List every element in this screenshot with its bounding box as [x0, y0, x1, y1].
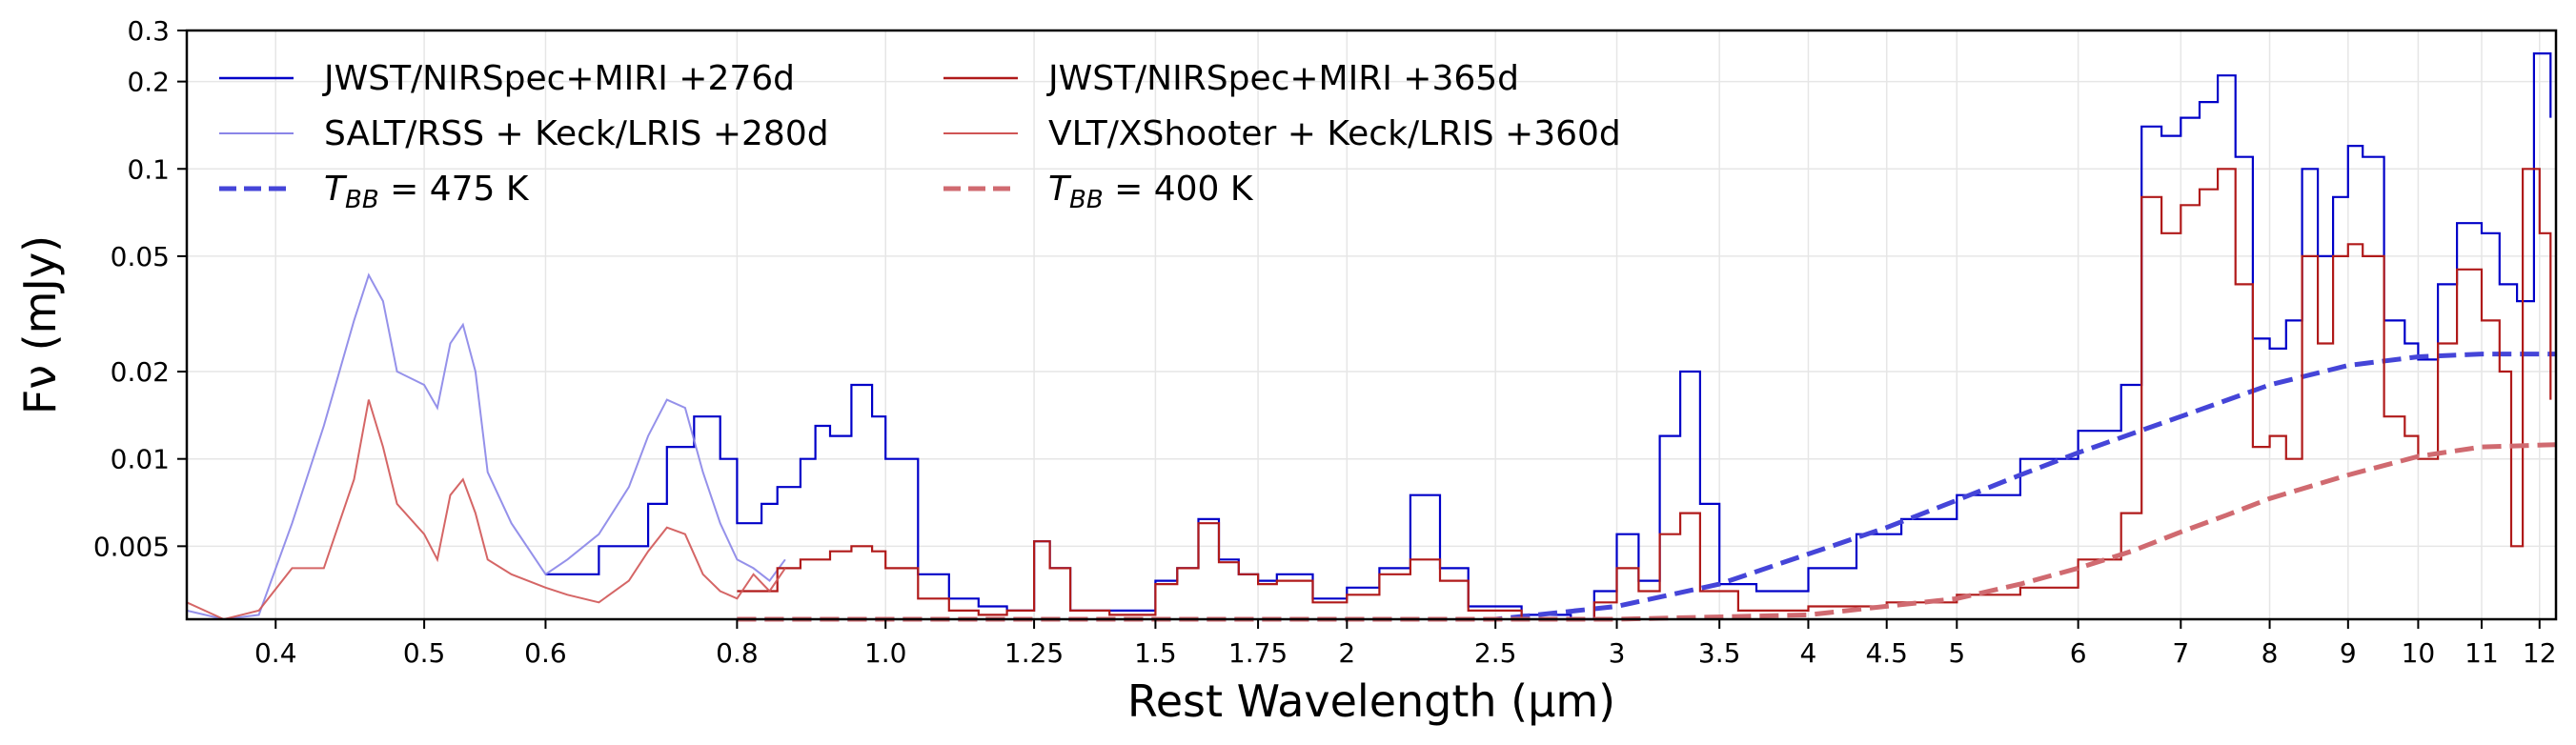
x-tick-label: 1.75: [1228, 637, 1288, 669]
x-tick-label: 0.5: [403, 637, 446, 669]
series-1-line: [186, 272, 786, 621]
series-2-line: [737, 352, 2556, 622]
legend-label-4: VLT/XShooter + Keck/LRIS +360d: [1048, 114, 1621, 153]
x-tick-label: 7: [2172, 637, 2189, 669]
y-tick-label: 0.005: [93, 531, 170, 562]
legend-label-3: JWST/NIRSpec+MIRI +365d: [1046, 59, 1519, 98]
y-tick-label: 0.01: [111, 444, 170, 475]
plot-frame: [185, 29, 2558, 621]
x-tick-label: 10: [2402, 637, 2436, 669]
x-axis-label: Rest Wavelength (μm): [1127, 675, 1615, 727]
series-4-line: [186, 399, 786, 621]
x-tick-label: 6: [2070, 637, 2087, 669]
legend-label-2: TBB = 475 K: [324, 170, 530, 214]
x-tick-label: 0.8: [716, 637, 759, 669]
x-tick-label: 8: [2262, 637, 2279, 669]
x-tick-label: 1.25: [1004, 637, 1064, 669]
x-axis-ticks: 0.4 0.5 0.6 0.8 1.0 1.25 1.5 1.75 2 2.5 3 3.5 4 4.5 5 6…: [254, 619, 2557, 669]
x-tick-label: 2: [1338, 637, 1355, 669]
plot-series: [186, 52, 2557, 622]
x-tick-label: 3.5: [1698, 637, 1741, 669]
x-tick-label: 4: [1800, 637, 1817, 669]
series-3-line: [737, 168, 2552, 621]
legend-label-5: TBB = 400 K: [1048, 170, 1254, 214]
y-tick-label: 0.3: [127, 15, 170, 47]
y-axis-label: Fν (mJy): [14, 235, 66, 414]
x-tick-label: 4.5: [1865, 637, 1908, 669]
legend: JWST/NIRSpec+MIRI +276d SALT/RSS + Keck/L…: [219, 59, 1621, 214]
series-0-line: [545, 52, 2552, 621]
x-tick-label: 1.5: [1134, 637, 1177, 669]
x-tick-label: 5: [1948, 637, 1965, 669]
x-tick-label: 9: [2340, 637, 2357, 669]
x-tick-label: 2.5: [1474, 637, 1517, 669]
y-tick-label: 0.05: [111, 241, 170, 272]
legend-label-1: SALT/RSS + Keck/LRIS +280d: [324, 114, 829, 153]
series-5-line: [737, 442, 2557, 622]
y-tick-label: 0.02: [111, 356, 170, 388]
x-tick-label: 11: [2464, 637, 2499, 669]
y-tick-label: 0.1: [127, 153, 170, 185]
legend-label-0: JWST/NIRSpec+MIRI +276d: [322, 59, 795, 98]
y-tick-label: 0.2: [127, 67, 170, 98]
x-tick-label: 3: [1609, 637, 1626, 669]
x-tick-label: 0.4: [254, 637, 297, 669]
x-tick-label: 0.6: [524, 637, 567, 669]
x-tick-label: 12: [2523, 637, 2557, 669]
x-tick-label: 1.0: [864, 637, 907, 669]
y-axis-ticks: 0.005 0.01 0.02 0.05 0.1 0.2 0.3: [93, 15, 187, 562]
